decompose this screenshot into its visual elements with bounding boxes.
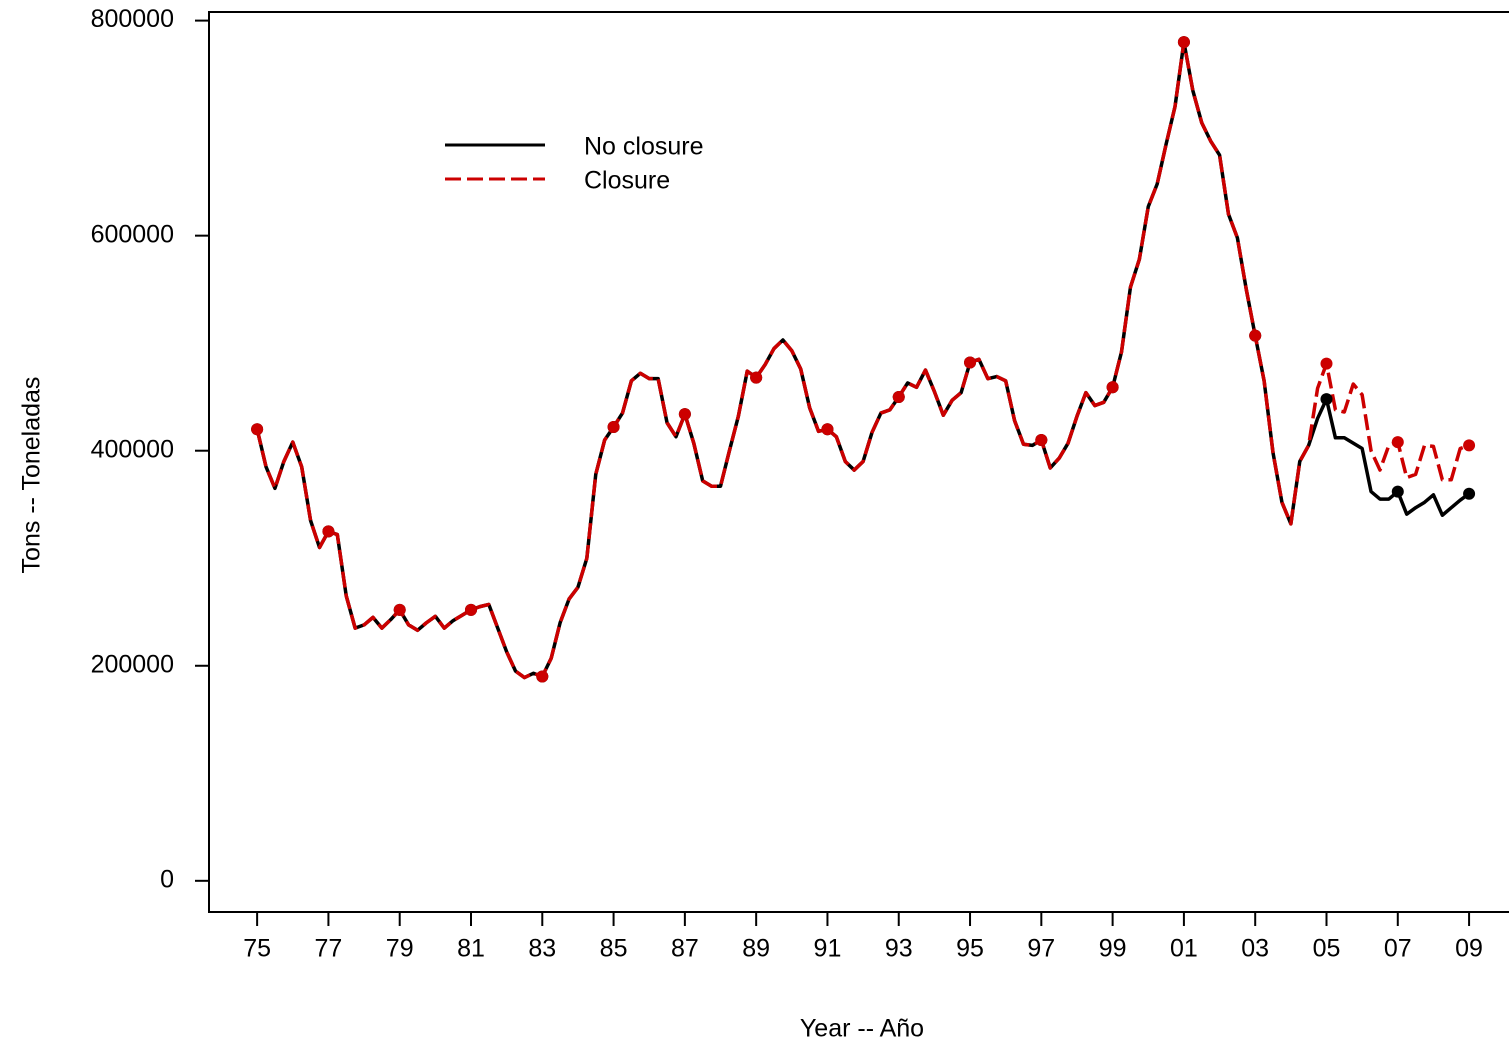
y-tick-label: 200000 <box>91 650 174 678</box>
point-marker <box>1463 439 1476 452</box>
x-tick-label: 75 <box>243 935 271 963</box>
point-marker <box>1320 393 1333 406</box>
x-tick-label: 91 <box>814 935 842 963</box>
point-marker <box>1320 357 1333 370</box>
series-line <box>255 40 1470 680</box>
point-marker <box>393 603 406 616</box>
point-marker <box>750 371 763 384</box>
x-tick-label: 77 <box>315 935 343 963</box>
x-tick-label: 09 <box>1455 935 1483 963</box>
y-tick-label: 800000 <box>91 5 174 33</box>
point-marker <box>1463 487 1476 500</box>
plot-frame <box>208 11 1509 913</box>
x-tick-label: 79 <box>386 935 414 963</box>
point-marker <box>322 525 335 538</box>
point-marker <box>1106 381 1119 394</box>
x-tick-label: 89 <box>742 935 770 963</box>
x-tick-label: 87 <box>671 935 699 963</box>
point-marker <box>251 423 264 436</box>
x-tick-label: 07 <box>1384 935 1412 963</box>
y-tick-label: 0 <box>160 865 174 893</box>
point-marker <box>464 603 477 616</box>
x-tick-label: 01 <box>1170 935 1198 963</box>
x-tick-label: 95 <box>956 935 984 963</box>
point-marker <box>536 670 549 683</box>
y-tick-label: 400000 <box>91 435 174 463</box>
y-tick-label: 600000 <box>91 220 174 248</box>
x-tick-label: 05 <box>1313 935 1341 963</box>
point-marker <box>607 421 620 434</box>
point-marker <box>892 390 905 403</box>
point-marker <box>964 356 977 369</box>
y-axis-title: Tons -- Toneladas <box>18 377 46 574</box>
point-marker <box>821 423 834 436</box>
x-tick-label: 97 <box>1027 935 1055 963</box>
x-tick-label: 85 <box>600 935 628 963</box>
legend-label: Closure <box>584 167 670 195</box>
x-tick-label: 83 <box>528 935 556 963</box>
x-tick-label: 03 <box>1241 935 1269 963</box>
point-marker <box>1391 436 1404 449</box>
x-tick-label: 93 <box>885 935 913 963</box>
point-marker <box>1391 485 1404 498</box>
point-marker <box>1177 36 1190 49</box>
point-marker <box>1035 433 1048 446</box>
series-line <box>255 40 1471 680</box>
point-marker <box>678 408 691 421</box>
x-tick-label: 99 <box>1099 935 1127 963</box>
legend: No closure Closure <box>445 133 704 195</box>
x-tick-label: 81 <box>457 935 485 963</box>
legend-label: No closure <box>584 133 704 161</box>
point-marker <box>1249 329 1262 342</box>
x-axis-title: Year -- Año <box>800 1015 924 1043</box>
